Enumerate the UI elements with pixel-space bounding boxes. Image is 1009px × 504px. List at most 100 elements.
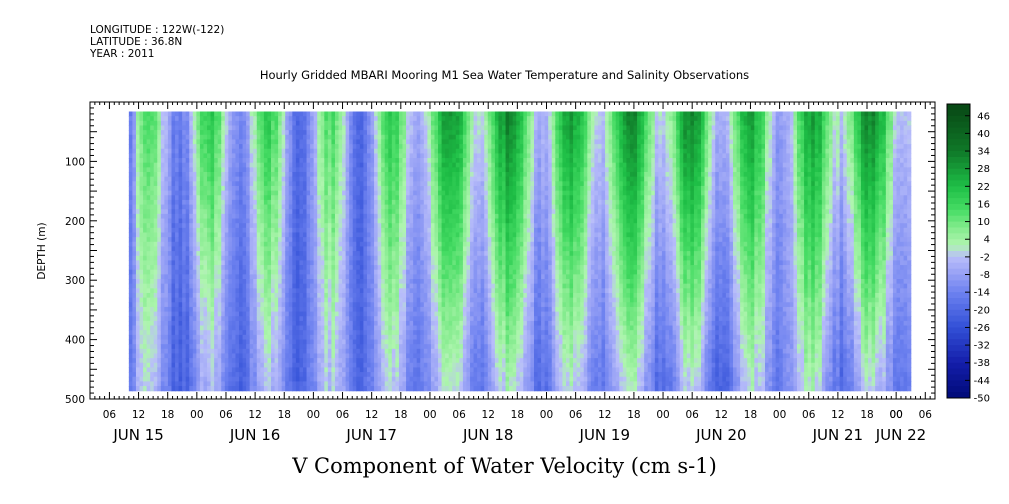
heatmap-cell bbox=[192, 227, 197, 234]
heatmap-cell bbox=[246, 348, 251, 355]
heatmap-cell bbox=[398, 311, 404, 317]
heatmap-cell bbox=[374, 348, 379, 355]
heatmap-cell bbox=[398, 148, 404, 154]
heatmap-cell bbox=[338, 279, 343, 285]
heatmap-cell bbox=[406, 292, 411, 299]
heatmap-cell bbox=[143, 218, 148, 224]
heatmap-cell bbox=[409, 195, 414, 201]
heatmap-cell bbox=[224, 376, 229, 382]
heatmap-cell bbox=[182, 348, 187, 355]
heatmap-cell bbox=[253, 311, 258, 317]
heatmap-cell bbox=[395, 158, 400, 164]
heatmap-cell bbox=[349, 227, 354, 234]
heatmap-cell bbox=[406, 185, 411, 192]
heatmap-cell bbox=[189, 213, 194, 220]
heatmap-cell bbox=[253, 339, 258, 345]
heatmap-cell bbox=[420, 265, 425, 271]
heatmap-cell bbox=[327, 297, 333, 303]
heatmap-cell bbox=[150, 292, 155, 299]
heatmap-cell bbox=[302, 376, 308, 382]
heatmap-cell bbox=[288, 320, 293, 327]
heatmap-cell bbox=[175, 185, 180, 192]
heatmap-cell bbox=[146, 223, 151, 229]
heatmap-cell bbox=[317, 232, 322, 238]
heatmap-cell bbox=[338, 241, 343, 248]
heatmap-cell bbox=[302, 288, 308, 294]
heatmap-cell bbox=[299, 311, 304, 317]
heatmap-cell bbox=[374, 358, 379, 364]
heatmap-cell bbox=[313, 362, 318, 369]
heatmap-cell bbox=[203, 218, 208, 224]
heatmap-cell bbox=[331, 209, 336, 215]
heatmap-cell bbox=[203, 316, 208, 322]
heatmap-cell bbox=[317, 237, 322, 243]
heatmap-cell bbox=[278, 339, 283, 345]
heatmap-cell bbox=[143, 260, 148, 266]
heatmap-cell bbox=[235, 171, 240, 178]
heatmap-cell bbox=[345, 376, 350, 382]
heatmap-cell bbox=[171, 218, 176, 224]
heatmap-cell bbox=[274, 311, 279, 317]
heatmap-cell bbox=[285, 386, 290, 392]
heatmap-cell bbox=[352, 125, 357, 131]
heatmap-cell bbox=[203, 376, 208, 382]
heatmap-cell bbox=[249, 348, 254, 355]
heatmap-cell bbox=[271, 246, 276, 252]
heatmap-cell bbox=[285, 185, 290, 192]
heatmap-cell bbox=[324, 209, 329, 215]
heatmap-cell bbox=[359, 311, 365, 317]
heatmap-cell bbox=[167, 162, 173, 168]
heatmap-cell bbox=[185, 148, 190, 154]
heatmap-cell bbox=[381, 162, 386, 168]
heatmap-cell bbox=[302, 204, 308, 210]
heatmap-cell bbox=[182, 367, 187, 373]
heatmap-cell bbox=[164, 171, 169, 178]
heatmap-cell bbox=[150, 288, 155, 294]
heatmap-cell bbox=[345, 353, 350, 359]
heatmap-cell bbox=[306, 176, 311, 182]
heatmap-cell bbox=[370, 120, 375, 127]
heatmap-cell bbox=[235, 260, 240, 266]
heatmap-cell bbox=[256, 232, 261, 238]
heatmap-cell bbox=[370, 158, 375, 164]
heatmap-cell bbox=[143, 167, 148, 173]
heatmap-cell bbox=[150, 386, 155, 392]
heatmap-cell bbox=[359, 125, 365, 131]
heatmap-cell bbox=[214, 209, 219, 215]
heatmap-cell bbox=[143, 144, 148, 150]
heatmap-cell bbox=[207, 227, 212, 234]
heatmap-cell bbox=[384, 199, 389, 206]
heatmap-cell bbox=[157, 237, 162, 243]
heatmap-cell bbox=[242, 311, 247, 317]
heatmap-cell bbox=[164, 134, 169, 141]
heatmap-cell bbox=[288, 162, 293, 168]
heatmap-cell bbox=[313, 139, 318, 145]
heatmap-cell bbox=[150, 344, 155, 350]
heatmap-cell bbox=[313, 292, 318, 299]
heatmap-cell bbox=[271, 353, 276, 359]
heatmap-cell bbox=[292, 376, 297, 382]
heatmap-cell bbox=[164, 111, 169, 117]
heatmap-cell bbox=[175, 111, 180, 117]
heatmap-cell bbox=[249, 274, 254, 280]
heatmap-cell bbox=[391, 232, 396, 238]
heatmap-cell bbox=[210, 171, 215, 178]
heatmap-cell bbox=[334, 306, 340, 313]
heatmap-cell bbox=[249, 227, 254, 234]
heatmap-cell bbox=[331, 116, 336, 122]
heatmap-cell bbox=[224, 171, 229, 178]
heatmap-cell bbox=[302, 125, 308, 131]
heatmap-cell bbox=[214, 116, 219, 122]
heatmap-cell bbox=[327, 232, 333, 238]
heatmap-cell bbox=[171, 297, 176, 303]
heatmap-cell bbox=[260, 209, 265, 215]
heatmap-cell bbox=[182, 386, 187, 392]
heatmap-cell bbox=[260, 320, 265, 327]
heatmap-cell bbox=[235, 120, 240, 127]
heatmap-cell bbox=[374, 302, 379, 308]
heatmap-cell bbox=[402, 260, 407, 266]
heatmap-cell bbox=[366, 148, 372, 154]
heatmap-cell bbox=[409, 125, 414, 131]
heatmap-cell bbox=[182, 120, 187, 127]
heatmap-cell bbox=[285, 237, 290, 243]
